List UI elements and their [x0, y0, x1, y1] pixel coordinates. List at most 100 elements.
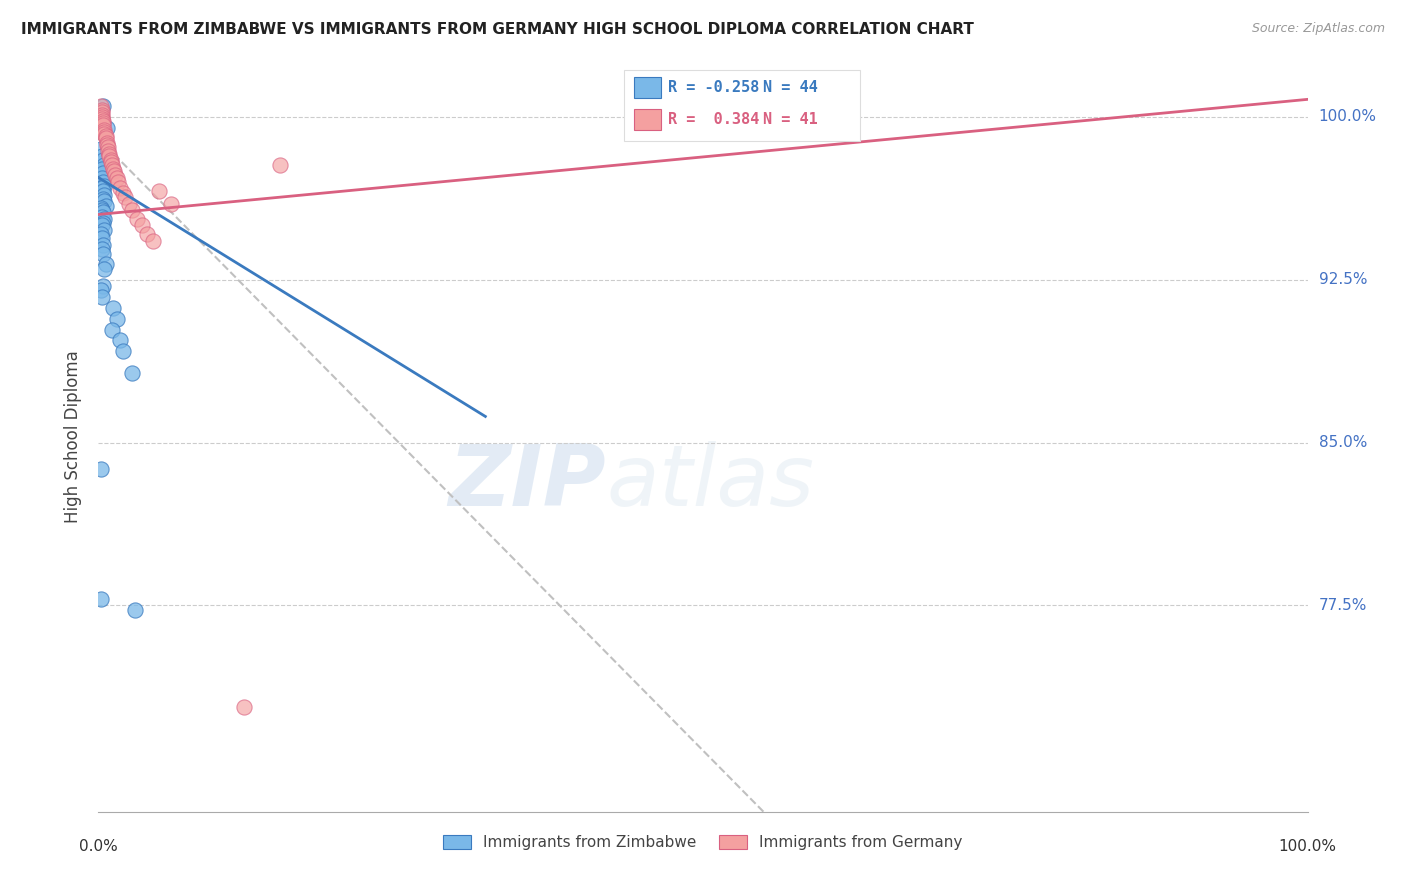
Point — [96, 120, 118, 135]
Point — [93, 222, 115, 236]
Point — [232, 700, 254, 714]
Point — [94, 131, 117, 145]
Point — [111, 344, 134, 359]
Point — [91, 175, 114, 189]
Point — [98, 146, 121, 161]
Point — [93, 188, 115, 202]
Point — [100, 153, 122, 168]
Point — [91, 153, 114, 168]
Point — [111, 186, 134, 200]
Point — [142, 234, 165, 248]
Point — [91, 238, 114, 252]
Point — [91, 203, 114, 218]
Point — [94, 257, 117, 271]
Point — [93, 211, 115, 226]
Point — [91, 170, 114, 185]
Text: 100.0%: 100.0% — [1278, 839, 1337, 855]
Point — [91, 231, 114, 245]
Point — [97, 145, 120, 159]
Point — [93, 125, 115, 139]
Point — [91, 149, 114, 163]
Text: 92.5%: 92.5% — [1319, 272, 1367, 287]
Point — [94, 129, 117, 144]
Text: R =  0.384: R = 0.384 — [668, 112, 759, 127]
Point — [107, 175, 129, 189]
Point — [93, 157, 115, 171]
Text: N = 41: N = 41 — [763, 112, 818, 127]
Bar — [634, 109, 661, 130]
Point — [93, 122, 115, 136]
Legend: Immigrants from Zimbabwe, Immigrants from Germany: Immigrants from Zimbabwe, Immigrants fro… — [437, 830, 969, 856]
Point — [90, 591, 112, 606]
Point — [127, 211, 149, 226]
Point — [91, 184, 114, 198]
Point — [269, 157, 291, 171]
Text: atlas: atlas — [606, 441, 814, 524]
Text: Source: ZipAtlas.com: Source: ZipAtlas.com — [1251, 22, 1385, 36]
Point — [90, 201, 112, 215]
Point — [91, 116, 114, 130]
Text: 85.0%: 85.0% — [1319, 435, 1367, 450]
Point — [91, 205, 114, 219]
Text: 0.0%: 0.0% — [79, 839, 118, 855]
Point — [91, 181, 114, 195]
Point — [91, 242, 114, 256]
Bar — [634, 78, 661, 98]
Point — [91, 114, 114, 128]
Point — [91, 192, 114, 206]
Point — [91, 290, 114, 304]
Point — [118, 196, 141, 211]
Point — [100, 157, 122, 171]
Point — [121, 203, 143, 218]
Point — [103, 164, 125, 178]
Point — [91, 119, 114, 133]
Text: 100.0%: 100.0% — [1319, 109, 1376, 124]
Point — [148, 184, 170, 198]
Point — [91, 107, 114, 121]
Point — [124, 603, 146, 617]
Point — [100, 322, 122, 336]
Point — [93, 194, 115, 209]
Text: 77.5%: 77.5% — [1319, 598, 1367, 613]
Y-axis label: High School Diploma: High School Diploma — [65, 351, 83, 524]
Point — [135, 227, 157, 241]
Point — [97, 140, 120, 154]
Point — [91, 216, 114, 230]
Point — [90, 284, 112, 298]
Point — [90, 227, 112, 241]
Point — [96, 136, 118, 150]
Point — [91, 210, 114, 224]
Point — [90, 142, 112, 156]
Point — [105, 170, 128, 185]
Point — [91, 166, 114, 180]
Point — [91, 112, 114, 126]
Point — [104, 169, 127, 183]
Point — [100, 155, 122, 169]
FancyBboxPatch shape — [624, 70, 860, 141]
Point — [114, 190, 136, 204]
Point — [91, 105, 114, 120]
Point — [93, 261, 115, 276]
Point — [105, 311, 128, 326]
Point — [131, 219, 153, 233]
Point — [94, 199, 117, 213]
Point — [108, 334, 131, 348]
Text: ZIP: ZIP — [449, 441, 606, 524]
Point — [90, 99, 112, 113]
Point — [108, 181, 131, 195]
Point — [96, 138, 118, 153]
Point — [91, 110, 114, 124]
Point — [93, 127, 115, 141]
Point — [91, 103, 114, 118]
Point — [160, 196, 183, 211]
Point — [91, 99, 114, 113]
Point — [91, 219, 114, 233]
Text: IMMIGRANTS FROM ZIMBABWE VS IMMIGRANTS FROM GERMANY HIGH SCHOOL DIPLOMA CORRELAT: IMMIGRANTS FROM ZIMBABWE VS IMMIGRANTS F… — [21, 22, 974, 37]
Point — [90, 461, 112, 475]
Point — [98, 149, 121, 163]
Point — [101, 161, 124, 176]
Point — [101, 301, 124, 315]
Text: R = -0.258: R = -0.258 — [668, 80, 759, 95]
Text: N = 44: N = 44 — [763, 80, 818, 95]
Point — [91, 246, 114, 260]
